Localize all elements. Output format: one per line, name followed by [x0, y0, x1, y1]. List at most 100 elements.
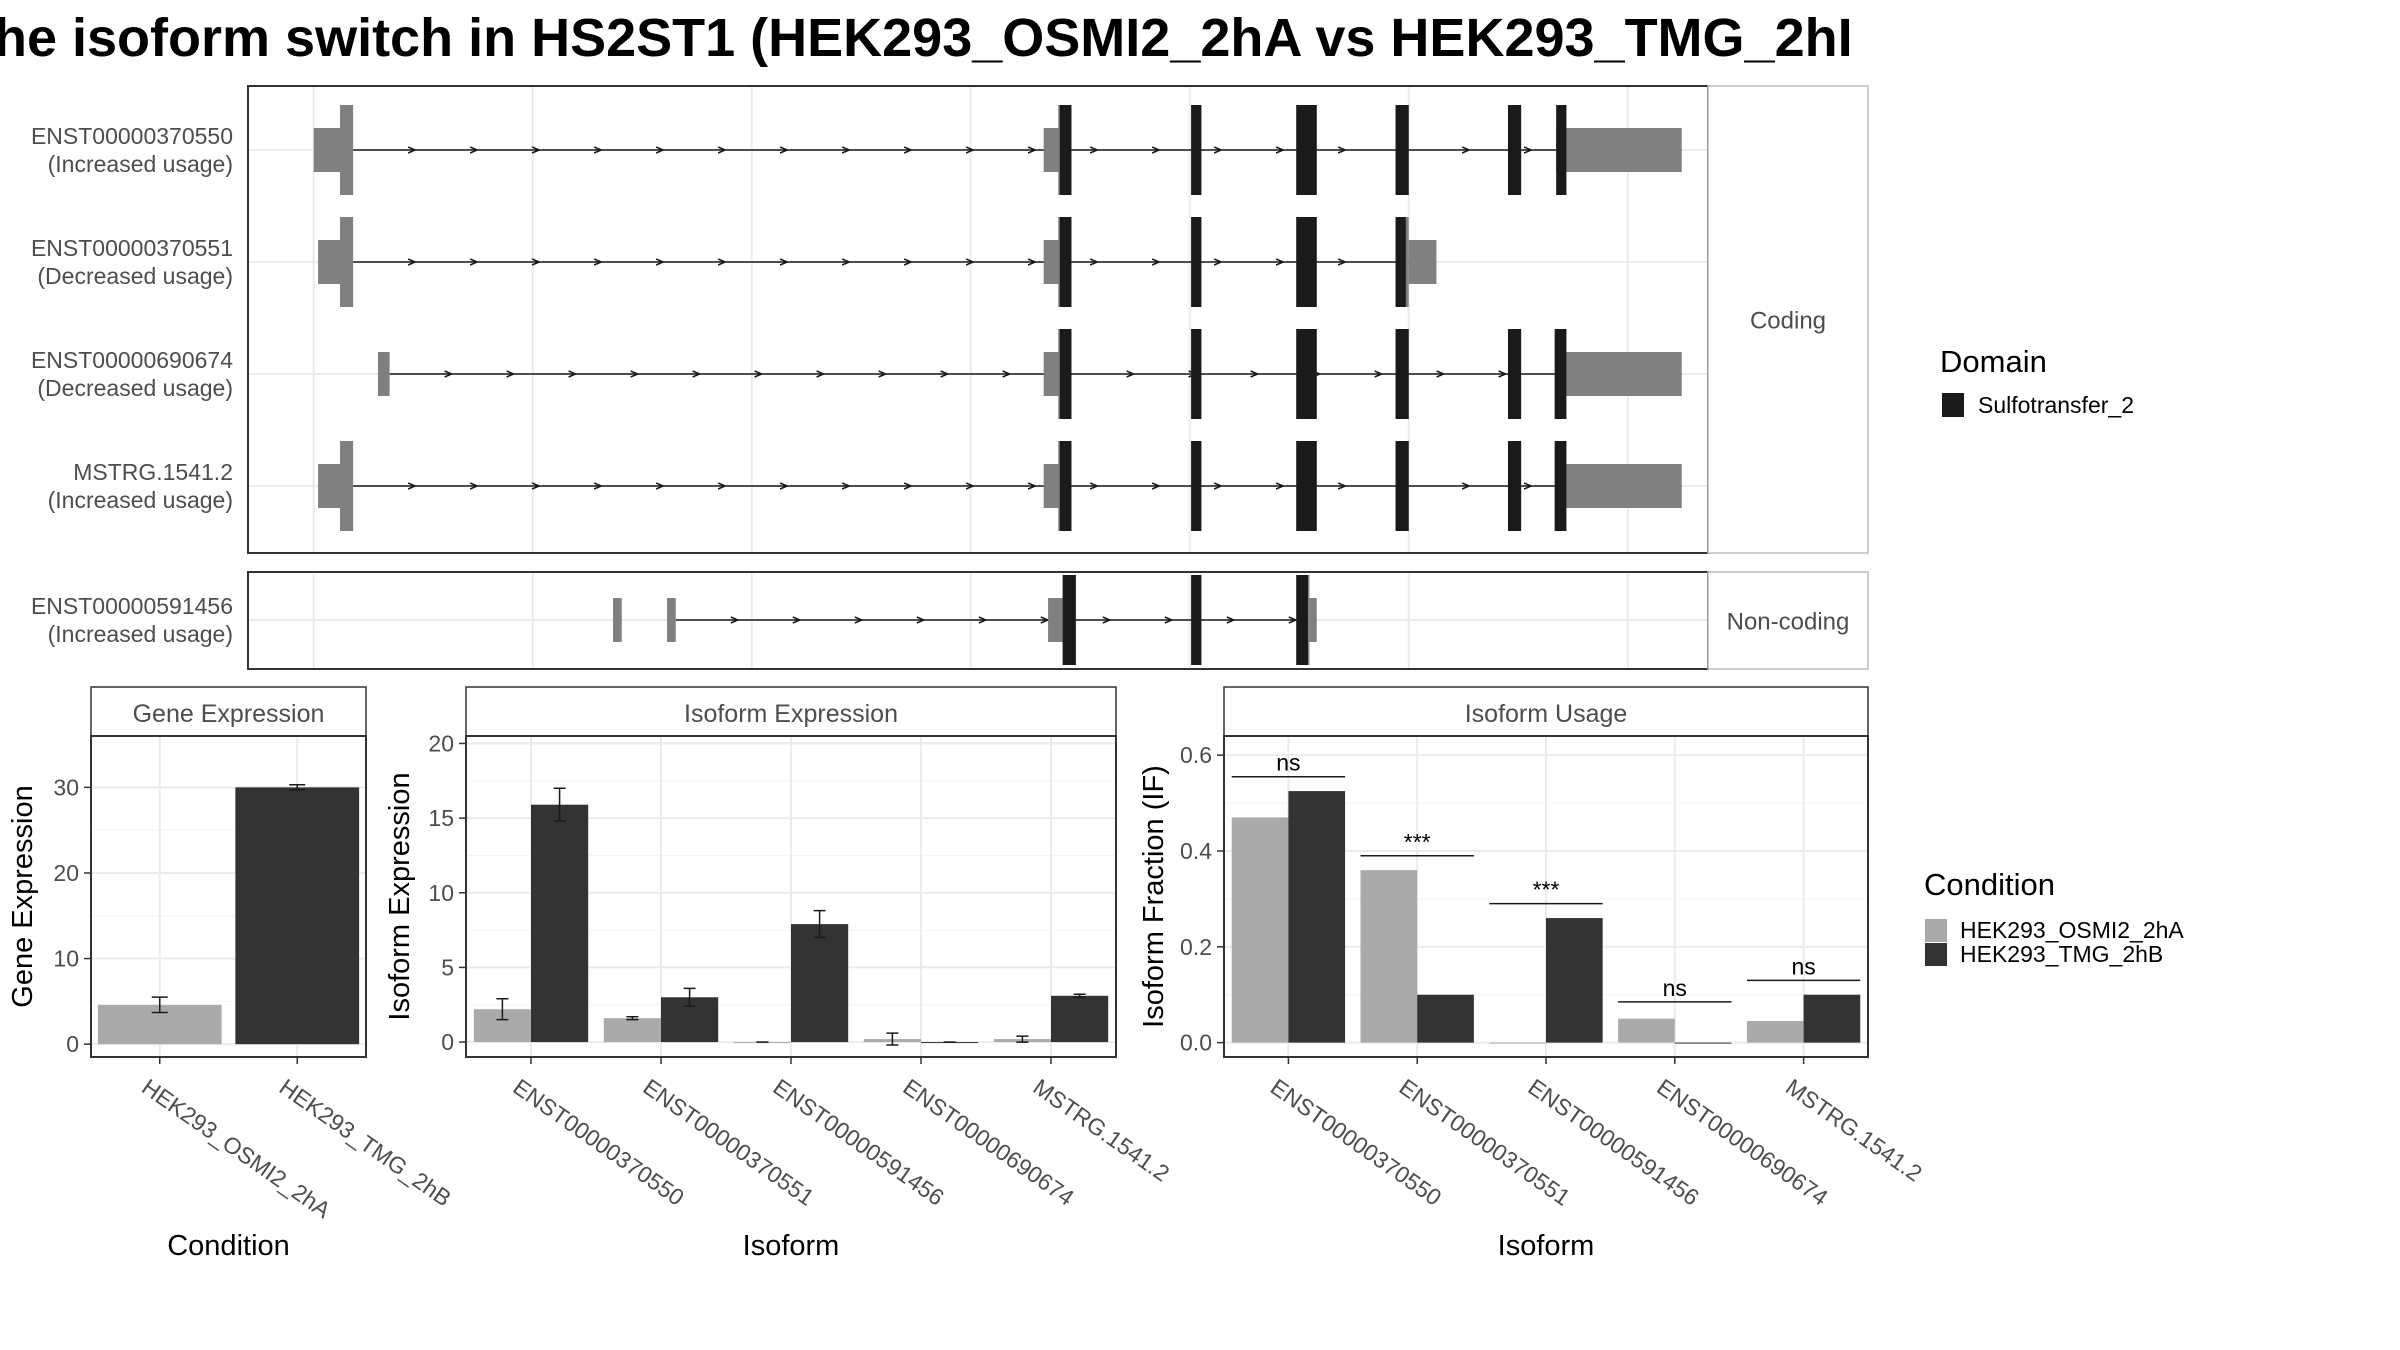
domain-block — [1296, 441, 1317, 531]
bar — [1746, 1021, 1804, 1043]
domain-block — [1554, 329, 1567, 419]
strand-arrow — [506, 370, 516, 378]
transcript-row: ENST00000591456(Increased usage) — [31, 575, 1317, 665]
coding-exon — [339, 105, 354, 195]
strand-arrow — [469, 258, 480, 266]
y-axis-title: Gene Expression — [7, 785, 39, 1007]
utr-exon — [1566, 464, 1682, 508]
panel-border — [247, 85, 1709, 554]
strand-arrow — [1250, 370, 1260, 378]
condition-legend-swatch-b — [1925, 943, 1947, 966]
error-bar — [1016, 1035, 1029, 1043]
domain-legend-title: Domain — [1940, 344, 2047, 379]
y-tick-label: 0.0 — [1180, 1030, 1212, 1056]
transcript-usage-label: (Decreased usage) — [37, 263, 233, 289]
transcript-name-label: ENST00000370551 — [31, 235, 233, 261]
strand-arrow — [841, 258, 852, 266]
bar — [1546, 918, 1603, 1043]
utr-exon — [318, 464, 342, 508]
strand-arrow — [1337, 482, 1348, 490]
y-tick-label: 20 — [53, 860, 79, 886]
significance-label: ns — [1663, 975, 1687, 1001]
facet-strip — [1707, 85, 1869, 554]
strand-arrow — [1275, 146, 1286, 154]
strand-arrow — [1523, 482, 1534, 490]
strand-arrow — [1151, 146, 1162, 154]
strand-arrow — [1461, 482, 1472, 490]
utr-exon — [1309, 598, 1317, 642]
strand-arrow — [444, 370, 454, 378]
x-axis-title: Isoform — [1498, 1230, 1595, 1262]
bar — [1231, 817, 1289, 1043]
strand-arrow — [1523, 146, 1534, 154]
chart-strip-title: Gene Expression — [133, 700, 325, 728]
significance-label: *** — [1533, 877, 1560, 903]
page-title: he isoform switch in HS2ST1 (HEK293_OSMI… — [0, 8, 1853, 68]
strand-arrow — [568, 370, 578, 378]
y-tick-label: 20 — [428, 730, 454, 756]
domain-block — [1507, 105, 1522, 195]
strand-arrow — [655, 482, 666, 490]
strand-arrow — [655, 146, 666, 154]
strand-arrow — [854, 616, 864, 624]
y-tick-label: 0.6 — [1180, 742, 1212, 768]
chart-strip-title: Isoform Usage — [1465, 700, 1628, 728]
strand-arrow — [1089, 258, 1100, 266]
bar — [1489, 1042, 1546, 1044]
bar — [791, 924, 849, 1043]
strand-arrow — [717, 258, 728, 266]
transcript-name-label: MSTRG.1541.2 — [73, 459, 233, 485]
expression-charts: Gene Expression0102030HEK293_OSMI2_2hAHE… — [7, 686, 1927, 1262]
error-bar — [496, 998, 509, 1021]
x-axis-title: Condition — [167, 1230, 290, 1262]
transcript-usage-label: (Decreased usage) — [37, 375, 233, 401]
transcript-name-label: ENST00000591456 — [31, 593, 233, 619]
bar — [1051, 995, 1109, 1043]
domain-block — [1059, 329, 1072, 419]
strand-arrow — [1213, 482, 1224, 490]
bar — [603, 1018, 661, 1043]
panel-border — [90, 735, 367, 1058]
strand-arrow — [1436, 370, 1446, 378]
utr-exon — [1043, 464, 1062, 508]
error-bar — [553, 787, 566, 822]
strand-arrow — [816, 370, 826, 378]
chart-strip-title: Isoform Expression — [684, 700, 898, 728]
strand-arrow — [1151, 482, 1162, 490]
bar — [1417, 994, 1474, 1043]
utr-exon — [1408, 240, 1437, 284]
domain-block — [1296, 575, 1308, 665]
x-axis-title: Isoform — [743, 1230, 840, 1262]
y-tick-label: 10 — [53, 946, 79, 972]
chart-isoform-expression: Isoform Expression05101520ENST0000037055… — [384, 686, 1174, 1262]
strand-arrow — [1288, 616, 1298, 624]
bar — [1618, 1018, 1675, 1043]
domain-block — [1191, 329, 1202, 419]
strand-arrow — [903, 482, 914, 490]
domain-block — [1191, 105, 1202, 195]
condition-legend: Condition HEK293_OSMI2_2hA HEK293_TMG_2h… — [1924, 867, 2184, 967]
utr-exon — [1048, 598, 1066, 642]
error-bar — [886, 1032, 899, 1046]
domain-block — [1296, 105, 1317, 195]
strand-arrow — [1102, 616, 1112, 624]
domain-block — [1191, 217, 1202, 307]
utr-exon — [1566, 352, 1682, 396]
strand-arrow — [779, 482, 790, 490]
facet-strip — [1707, 571, 1869, 670]
bar — [1674, 1042, 1732, 1044]
utr-exon — [313, 128, 343, 172]
strand-arrow — [940, 370, 950, 378]
strand-arrow — [903, 146, 914, 154]
strand-arrow — [593, 482, 604, 490]
strand-arrow — [407, 258, 418, 266]
y-tick-label: 15 — [428, 805, 454, 831]
error-bar — [289, 784, 306, 791]
y-tick-label: 0 — [66, 1031, 79, 1057]
utr-exon — [667, 598, 676, 642]
strand-arrow — [965, 146, 976, 154]
strand-arrow — [841, 146, 852, 154]
domain-block — [1062, 575, 1076, 665]
strand-arrow — [1027, 482, 1038, 490]
domain-block — [1395, 441, 1409, 531]
